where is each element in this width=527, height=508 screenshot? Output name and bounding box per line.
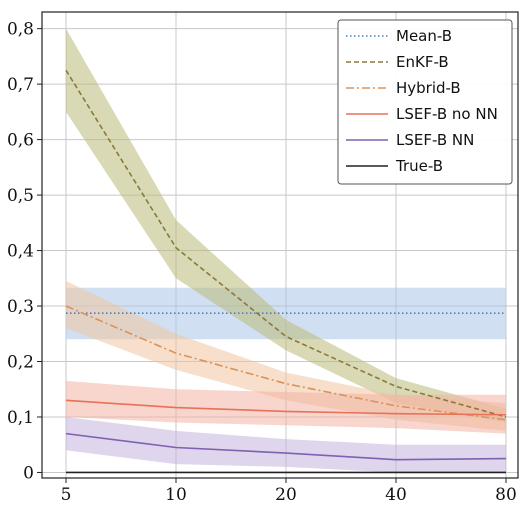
line-series-1 [65, 69, 507, 418]
plot-frame [41, 11, 519, 479]
legend-label-2: Hybrid-B [396, 79, 461, 97]
y-tick-label-5: 0,5 [7, 186, 34, 206]
y-axis-ticks: 0 0,1 0,2 0,3 0,4 0,5 0,6 0,7 0,8 [7, 20, 42, 483]
x-tick-label-4: 80 [495, 485, 517, 505]
line-series-3 [65, 399, 507, 416]
confidence-bands [66, 28, 506, 473]
x-tick-label-0: 5 [61, 485, 72, 505]
y-tick-label-0: 0 [23, 463, 34, 483]
y-tick-label-4: 0,4 [7, 242, 34, 262]
x-tick-label-2: 20 [275, 485, 297, 505]
band-series-3 [66, 380, 506, 434]
line-series-4 [65, 432, 507, 461]
x-axis-ticks: 5 10 20 40 80 [61, 478, 517, 505]
y-tick-label-2: 0,2 [7, 353, 34, 373]
legend-label-0: Mean-B [396, 27, 452, 45]
legend-label-4: LSEF-B NN [396, 131, 474, 149]
y-tick-label-3: 0,3 [7, 297, 34, 317]
legend-box [337, 19, 513, 185]
y-tick-label-6: 0,6 [7, 131, 34, 151]
band-series-4 [66, 416, 506, 473]
y-tick-label-7: 0,7 [7, 75, 34, 95]
x-tick-label-1: 10 [165, 485, 187, 505]
legend-label-1: EnKF-B [396, 53, 449, 71]
x-tick-label-3: 40 [385, 485, 407, 505]
band-series-1 [66, 28, 506, 423]
y-tick-label-1: 0,1 [7, 408, 34, 428]
legend-label-3: LSEF-B no NN [396, 105, 498, 123]
legend-label-5: True-B [395, 157, 443, 175]
legend: Mean-B EnKF-B Hybrid-B LSEF-B no NN LSEF-B N… [337, 19, 513, 185]
series-lines [65, 69, 507, 474]
y-tick-label-8: 0,8 [7, 20, 34, 40]
